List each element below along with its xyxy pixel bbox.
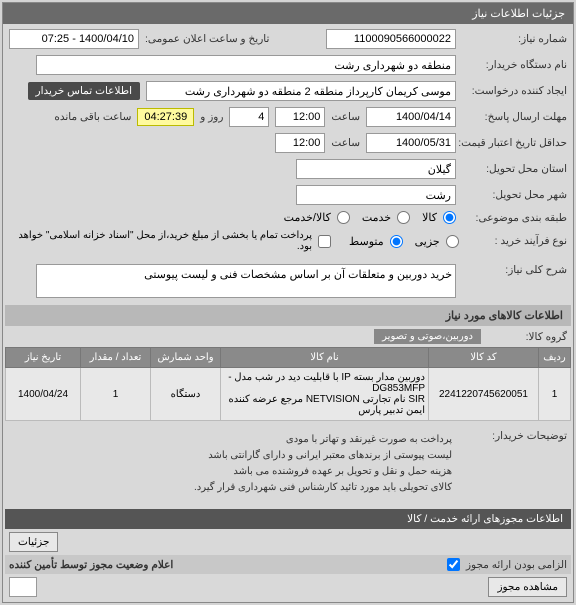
permit-status-input[interactable]	[9, 577, 37, 597]
input-deadline-time	[275, 107, 325, 127]
th-2: نام کالا	[221, 348, 429, 368]
row-view-permit: مشاهده مجوز	[5, 574, 571, 600]
topic-radio-group: کالا خدمت کالا/خدمت	[284, 211, 456, 224]
row-goods-group: گروه کالا: دوربین،صوتی و تصویر	[5, 326, 571, 347]
label-announce: تاریخ و ساعت اعلان عمومی:	[145, 33, 269, 45]
panel-body: شماره نیاز: تاریخ و ساعت اعلان عمومی: نا…	[3, 24, 573, 602]
permits-bar-title: اطلاعات مجوزهای ارائه خدمت / کالا	[407, 513, 563, 525]
input-city	[296, 185, 456, 205]
input-req-no	[326, 29, 456, 49]
input-province	[296, 159, 456, 179]
radio-gs-input[interactable]	[337, 211, 350, 224]
details-button[interactable]: جزئیات	[9, 532, 58, 552]
td-0: 1	[539, 368, 571, 421]
row-buyer-notes: توضیحات خریدار: پرداخت به صورت غیرنقد و …	[5, 427, 571, 501]
td-4: 1	[81, 368, 151, 421]
table-row: 1 2241220745620051 دوربین مدار بسته IP ب…	[6, 368, 571, 421]
radio-goods-input[interactable]	[443, 211, 456, 224]
radio-medium-input[interactable]	[390, 235, 403, 248]
chk-treasury[interactable]: پرداخت تمام یا بخشی از مبلغ خرید،از محل …	[9, 230, 331, 252]
input-buyer-dev	[36, 55, 456, 75]
td-3: دستگاه	[151, 368, 221, 421]
label-days: روز و	[200, 111, 223, 123]
label-buyer-dev: نام دستگاه خریدار:	[462, 59, 567, 71]
row-validity: حداقل تاریخ اعتبار قیمت: تا تاریخ: ساعت	[5, 130, 571, 156]
panel-title: جزئیات اطلاعات نیاز	[472, 8, 565, 20]
row-creator: ایجاد کننده درخواست: اطلاعات تماس خریدار	[5, 78, 571, 104]
input-validity-date	[366, 133, 456, 153]
chk-mandatory[interactable]	[447, 558, 460, 571]
th-5: تاریخ نیاز	[6, 348, 81, 368]
radio-medium[interactable]: متوسط	[349, 235, 403, 248]
label-summary: شرح کلی نیاز:	[462, 264, 567, 276]
input-days	[229, 107, 269, 127]
label-time-2: ساعت	[331, 137, 360, 149]
permit-status-title: اعلام وضعیت مجوز توسط تأمین کننده	[9, 559, 173, 571]
radio-goods[interactable]: کالا	[422, 211, 456, 224]
permits-bar: اطلاعات مجوزهای ارائه خدمت / کالا	[5, 509, 571, 529]
label-proc: نوع فرآیند خرید :	[465, 235, 567, 247]
label-city: شهر محل تحویل:	[462, 189, 567, 201]
label-time-1: ساعت	[331, 111, 360, 123]
label-topic: طبقه بندی موضوعی:	[462, 212, 567, 224]
td-5: 1400/04/24	[6, 368, 81, 421]
label-province: استان محل تحویل:	[462, 163, 567, 175]
label-countdown: ساعت باقی مانده	[54, 111, 131, 123]
row-proc: نوع فرآیند خرید : جزیی متوسط پرداخت تمام…	[5, 227, 571, 255]
td-2: دوربین مدار بسته IP با قابلیت دید در شب …	[221, 368, 429, 421]
row-topic: طبقه بندی موضوعی: کالا خدمت کالا/خدمت	[5, 208, 571, 227]
goods-section-title: اطلاعات کالاهای مورد نیاز	[5, 305, 571, 326]
proc-radio-group: جزیی متوسط	[349, 235, 459, 248]
label-goods-group: گروه کالا:	[487, 331, 567, 343]
row-province: استان محل تحویل:	[5, 156, 571, 182]
goods-group-value: دوربین،صوتی و تصویر	[374, 329, 481, 344]
label-buyer-notes: توضیحات خریدار:	[462, 430, 567, 442]
buyer-notes-text: پرداخت به صورت غیرنقد و تهاتر با مودی لی…	[190, 430, 456, 498]
row-buyer-dev: نام دستگاه خریدار:	[5, 52, 571, 78]
countdown-timer: 04:27:39	[137, 108, 194, 126]
th-0: ردیف	[539, 348, 571, 368]
td-1: 2241220745620051	[429, 368, 539, 421]
buyer-contact-button[interactable]: اطلاعات تماس خریدار	[28, 82, 140, 100]
row-mandatory: الزامی بودن ارائه مجوز اعلام وضعیت مجوز …	[5, 555, 571, 574]
label-creator: ایجاد کننده درخواست:	[462, 85, 567, 97]
row-city: شهر محل تحویل:	[5, 182, 571, 208]
table-header-row: ردیف کد کالا نام کالا واحد شمارش تعداد /…	[6, 348, 571, 368]
label-deadline: مهلت ارسال پاسخ:	[462, 111, 567, 123]
radio-service[interactable]: خدمت	[362, 211, 410, 224]
radio-service-input[interactable]	[397, 211, 410, 224]
panel-header: جزئیات اطلاعات نیاز	[3, 3, 573, 24]
row-summary: شرح کلی نیاز:	[5, 261, 571, 301]
textarea-summary	[36, 264, 456, 298]
input-deadline-date	[366, 107, 456, 127]
th-1: کد کالا	[429, 348, 539, 368]
input-creator	[146, 81, 456, 101]
goods-table: ردیف کد کالا نام کالا واحد شمارش تعداد /…	[5, 347, 571, 421]
label-mandatory: الزامی بودن ارائه مجوز	[466, 559, 567, 571]
input-announce	[9, 29, 139, 49]
main-panel: جزئیات اطلاعات نیاز شماره نیاز: تاریخ و …	[2, 2, 574, 603]
chk-treasury-input[interactable]	[318, 235, 331, 248]
label-validity: حداقل تاریخ اعتبار قیمت: تا تاریخ:	[462, 137, 567, 149]
radio-small-input[interactable]	[446, 235, 459, 248]
row-deadline: مهلت ارسال پاسخ: ساعت روز و 04:27:39 ساع…	[5, 104, 571, 130]
row-details-btn: جزئیات	[5, 529, 571, 555]
label-req-no: شماره نیاز:	[462, 33, 567, 45]
radio-goods-service[interactable]: کالا/خدمت	[284, 211, 350, 224]
th-3: واحد شمارش	[151, 348, 221, 368]
radio-small[interactable]: جزیی	[415, 235, 459, 248]
view-permit-button[interactable]: مشاهده مجوز	[488, 577, 567, 597]
input-validity-time	[275, 133, 325, 153]
th-4: تعداد / مقدار	[81, 348, 151, 368]
row-req-no: شماره نیاز: تاریخ و ساعت اعلان عمومی:	[5, 26, 571, 52]
